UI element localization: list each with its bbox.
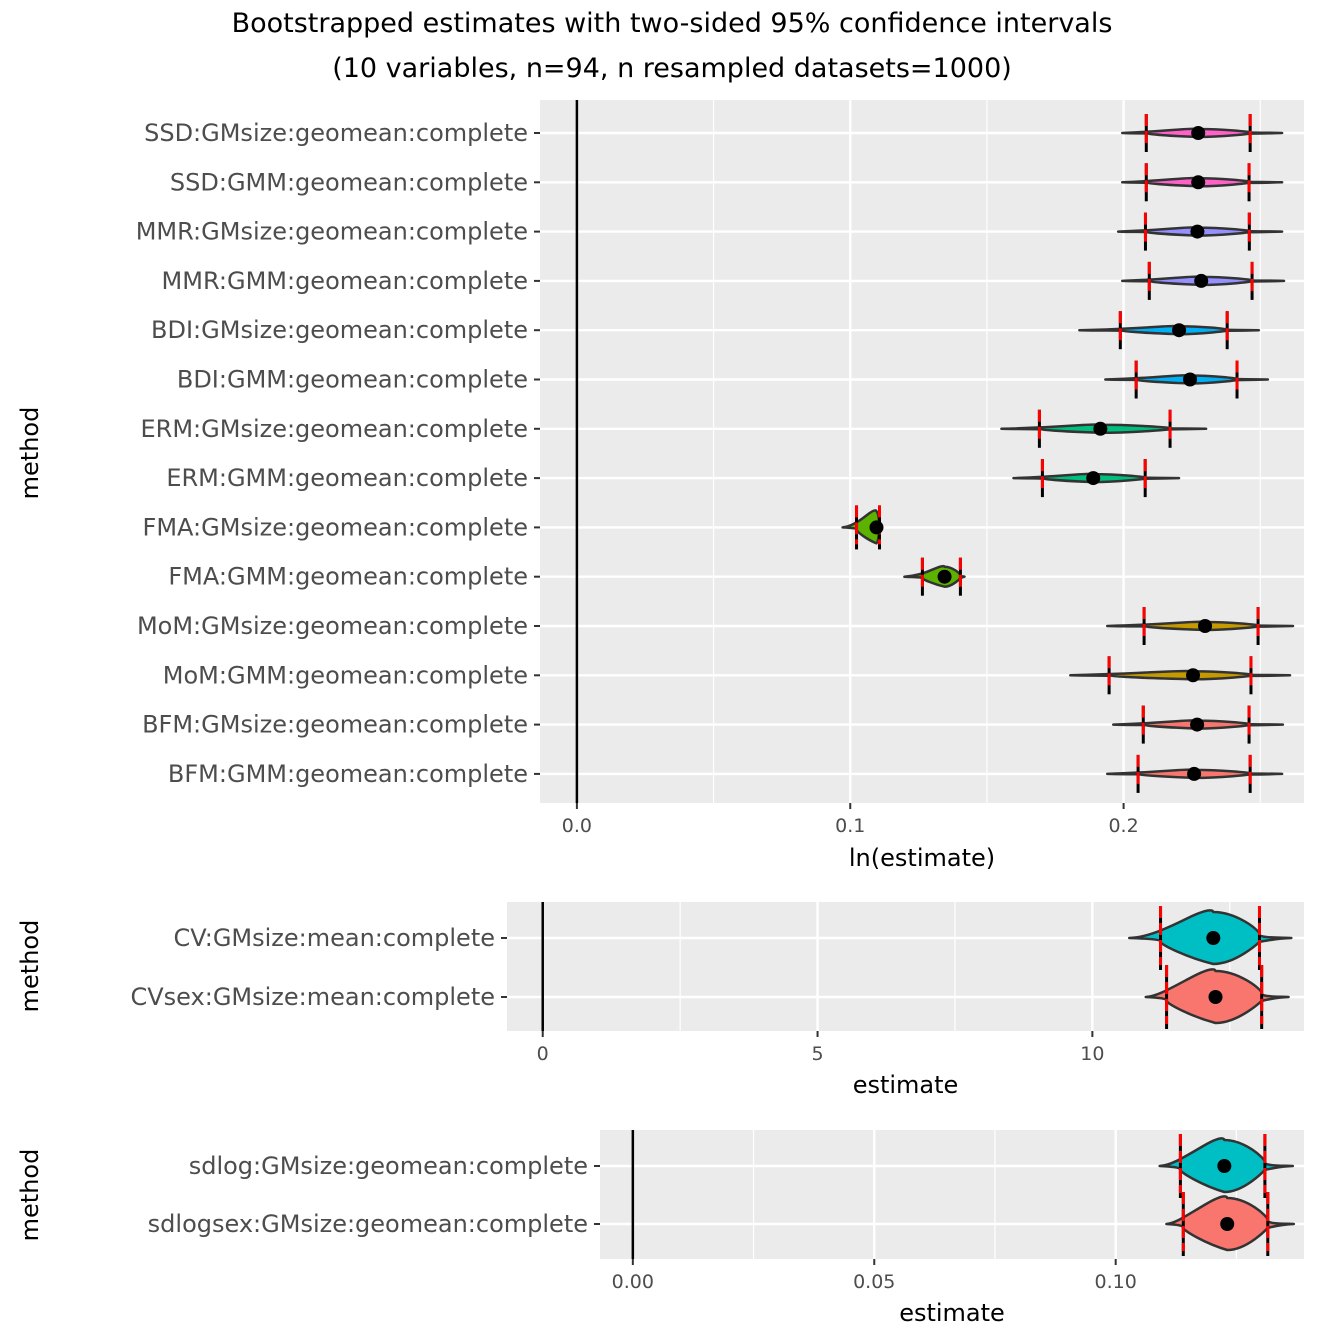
x-tick-label: 0.00 xyxy=(612,1271,654,1293)
estimate-point xyxy=(1086,471,1101,486)
y-tick-label: FMA:GMM:geomean:complete xyxy=(168,563,528,591)
y-tick-label: SSD:GMsize:geomean:complete xyxy=(144,119,528,147)
y-tick-label: sdlogsex:GMsize:geomean:complete xyxy=(148,1210,588,1238)
y-tick-label: ERM:GMsize:geomean:complete xyxy=(141,415,529,443)
x-tick-label: 0.1 xyxy=(835,815,865,837)
estimate-point xyxy=(1198,619,1213,633)
y-tick-label: SSD:GMM:geomean:complete xyxy=(170,168,528,196)
y-axis-label: method xyxy=(16,407,44,500)
estimate-point xyxy=(1191,126,1206,140)
estimate-point xyxy=(1217,1159,1232,1173)
panel-background xyxy=(507,902,1304,1031)
chart-subtitle: (10 variables, n=94, n resampled dataset… xyxy=(332,53,1012,84)
y-tick-label: BFM:GMsize:geomean:complete xyxy=(142,711,528,739)
y-tick-label: ERM:GMM:geomean:complete xyxy=(166,464,528,492)
y-tick-label: BDI:GMsize:geomean:complete xyxy=(151,316,528,344)
panel-background xyxy=(540,100,1304,803)
estimate-point xyxy=(1220,1217,1235,1231)
y-tick-label: MoM:GMsize:geomean:complete xyxy=(137,612,528,640)
estimate-point xyxy=(1190,717,1205,732)
y-tick-label: CV:GMsize:mean:complete xyxy=(174,924,495,952)
panel-2: 0 5 10 CV:GMsize:mean:complete CVsex:GMsize:… xyxy=(16,902,1304,1099)
estimate-point xyxy=(1172,323,1187,338)
panel-background xyxy=(600,1130,1304,1259)
panel-1: 0.0 0.1 0.2 SSD:GMsize:geomean:complete SSD:… xyxy=(16,100,1304,872)
y-tick-label: MoM:GMM:geomean:complete xyxy=(163,661,528,689)
estimate-point xyxy=(1093,421,1108,436)
x-tick-label: 0.0 xyxy=(562,815,592,837)
chart-title: Bootstrapped estimates with two-sided 95… xyxy=(232,8,1113,39)
y-tick-label: MMR:GMM:geomean:complete xyxy=(162,267,528,295)
estimate-point xyxy=(1206,931,1221,945)
x-axis-label: ln(estimate) xyxy=(849,844,995,872)
estimate-point xyxy=(1186,668,1201,683)
estimate-point xyxy=(1208,990,1223,1004)
estimate-point xyxy=(1187,766,1202,781)
estimate-point xyxy=(1194,273,1209,288)
y-tick-label: sdlog:GMsize:geomean:complete xyxy=(189,1152,588,1180)
estimate-point xyxy=(1183,372,1198,387)
y-axis-label: method xyxy=(16,920,44,1013)
panel-3: 0.00 0.05 0.10 sdlog:GMsize:geomean:complet… xyxy=(16,1130,1304,1327)
y-tick-label: BDI:GMM:geomean:complete xyxy=(177,366,528,394)
estimate-point xyxy=(1191,175,1206,190)
y-tick-label: FMA:GMsize:geomean:complete xyxy=(143,513,528,541)
x-axis-label: estimate xyxy=(853,1071,959,1099)
x-tick-label: 0.10 xyxy=(1095,1271,1137,1293)
x-tick-label: 0 xyxy=(537,1043,549,1065)
x-tick-label: 0.2 xyxy=(1108,815,1138,837)
x-tick-label: 10 xyxy=(1080,1043,1104,1065)
y-tick-label: BFM:GMM:geomean:complete xyxy=(168,760,528,788)
x-tick-label: 5 xyxy=(812,1043,824,1065)
estimate-point xyxy=(937,569,952,584)
y-axis-label: method xyxy=(16,1149,44,1242)
x-axis-label: estimate xyxy=(899,1299,1005,1327)
violin-MoM:GMM:geomean:complete xyxy=(1069,669,1292,681)
estimate-point xyxy=(1190,224,1205,239)
y-tick-label: CVsex:GMsize:mean:complete xyxy=(131,983,496,1011)
estimate-point xyxy=(869,520,884,535)
x-tick-label: 0.05 xyxy=(853,1271,895,1293)
y-tick-label: MMR:GMsize:geomean:complete xyxy=(136,218,528,246)
violin-BDI:GMsize:geomean:complete xyxy=(1078,324,1261,336)
